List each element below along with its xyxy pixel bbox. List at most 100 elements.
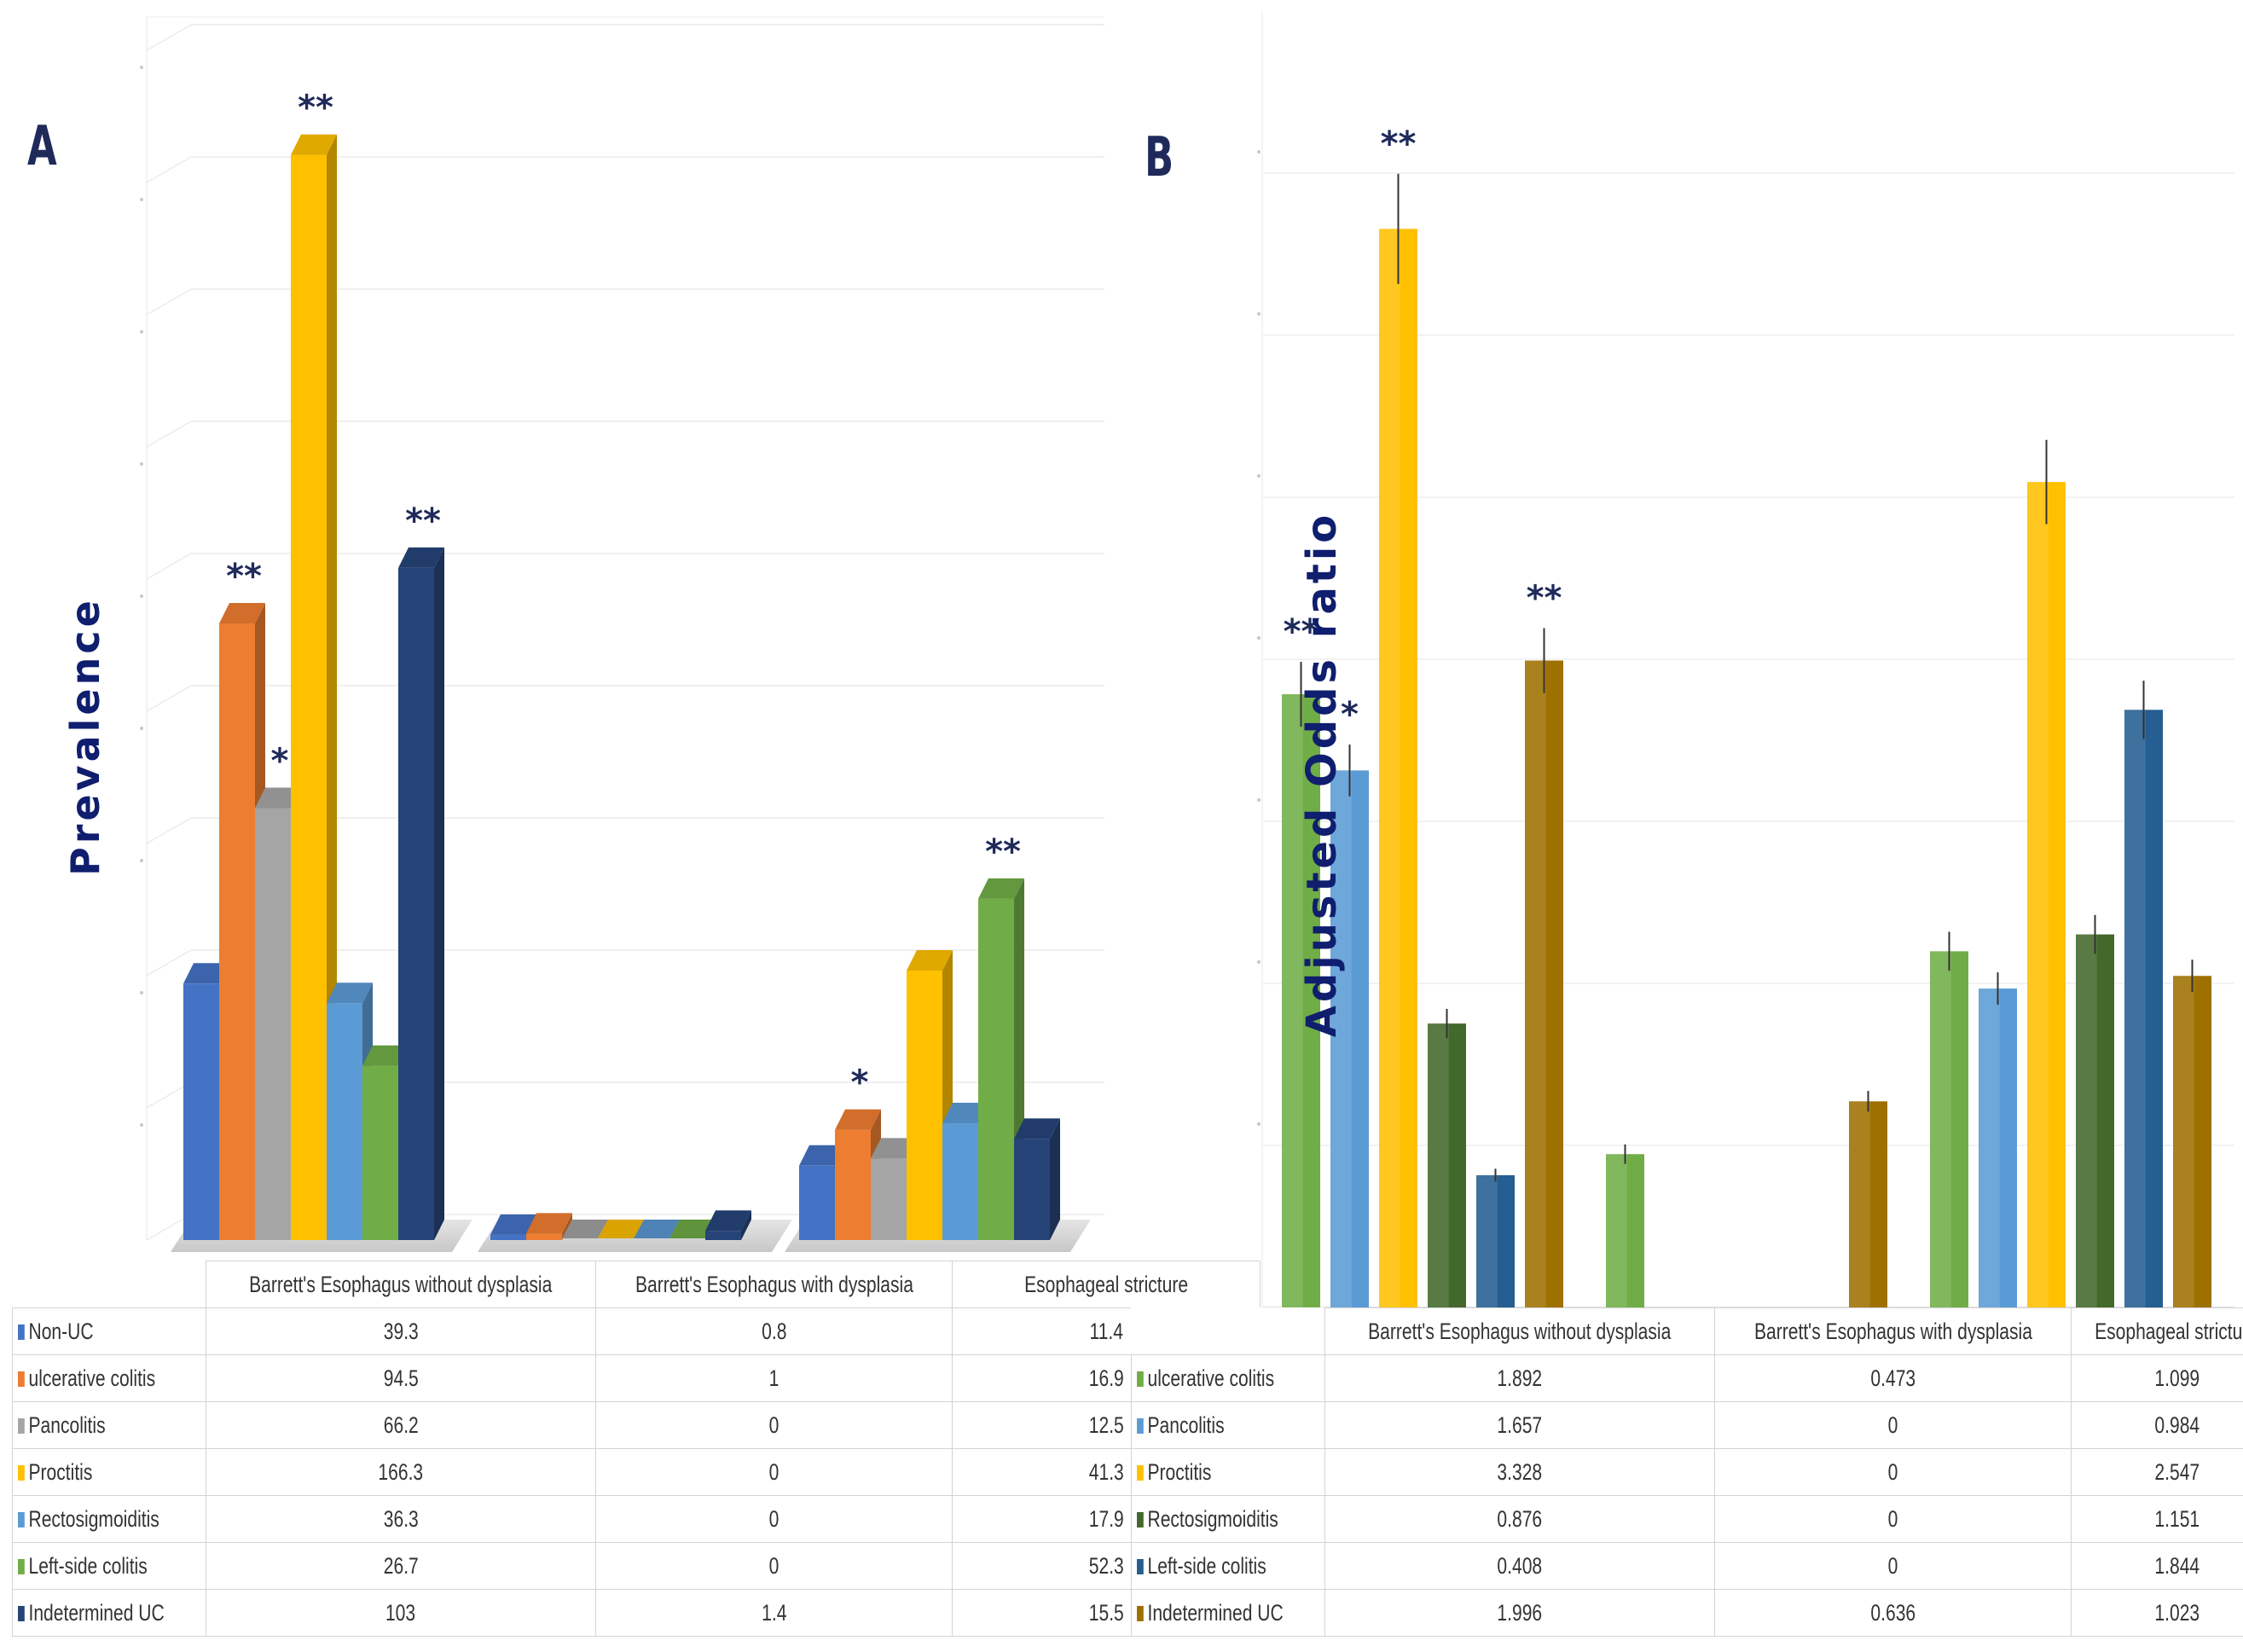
table-b-cell: 0.473 xyxy=(1713,1354,2072,1402)
chart-a-bar-ulcerative-colitis-2 xyxy=(526,1213,572,1240)
table-a-cell: 0 xyxy=(594,1401,953,1449)
chart-a-bar-indetermined-uc-3 xyxy=(1014,1118,1060,1240)
table-b-header-row: Barrett's Esophagus without dysplasia Bar… xyxy=(1132,1307,2243,1355)
table-a-column-header: Esophageal stricture xyxy=(952,1261,1261,1308)
chart-a-bar-left-side-colitis-2 xyxy=(669,1220,716,1238)
chart-a-y-tick xyxy=(140,462,143,466)
table-b-cell: 0.876 xyxy=(1324,1495,1715,1543)
table-b-column-header: Esophageal stricture xyxy=(2071,1307,2243,1355)
chart-b-bar-rectosigmoiditis-3 xyxy=(2076,934,2114,1307)
table-a-row-header: Left-side colitis xyxy=(11,1542,207,1590)
table-a-row: ulcerative colitis 94.5 1 16.9 xyxy=(11,1354,1261,1402)
chart-b-y-axis-label: Adjusted Odds ratio xyxy=(1298,511,1346,1038)
table-b-row-header: Indetermined UC xyxy=(1130,1589,1326,1637)
table-b-cell: 0 xyxy=(1713,1448,2072,1496)
table-a-row: Proctitis 166.3 0 41.3 xyxy=(11,1448,1261,1496)
table-a-row-header: Proctitis xyxy=(11,1448,207,1496)
table-b-row-header: ulcerative colitis xyxy=(1130,1354,1326,1402)
table-a-cell: 36.3 xyxy=(206,1495,596,1543)
table-b-cell: 1.892 xyxy=(1324,1354,1715,1402)
table-a-row: Pancolitis 66.2 0 12.5 xyxy=(11,1401,1261,1449)
chart-b-y-tick xyxy=(1257,798,1261,802)
table-b-cell: 0.984 xyxy=(2071,1401,2243,1449)
chart-a-significance-mark: ** xyxy=(405,501,441,541)
chart-b-bar-indetermined-uc-2 xyxy=(1849,1101,1887,1307)
table-a-cell: 103 xyxy=(206,1589,596,1637)
legend-swatch xyxy=(1137,1465,1144,1481)
table-a-cell: 0 xyxy=(594,1542,953,1590)
chart-a-gridline-side xyxy=(146,949,192,977)
table-b-cell: 1.657 xyxy=(1324,1401,1715,1449)
chart-b-y-tick xyxy=(1257,474,1261,478)
table-a-corner xyxy=(13,1261,206,1308)
table-a-cell: 166.3 xyxy=(206,1448,596,1496)
legend-label: Indetermined UC xyxy=(1147,1599,1284,1626)
legend-label: Proctitis xyxy=(28,1458,93,1485)
legend-swatch xyxy=(1137,1606,1144,1622)
legend-swatch xyxy=(18,1606,25,1622)
chart-a-bar-indetermined-uc-2 xyxy=(705,1210,751,1240)
chart-a-y-tick xyxy=(140,991,143,994)
table-b-cell: 1.151 xyxy=(2071,1495,2243,1543)
chart-b-bar-ulcerative-colitis-2 xyxy=(1606,1154,1644,1307)
chart-a-bar-pancolitis-2 xyxy=(562,1220,608,1238)
chart-a-y-tick xyxy=(140,198,143,201)
legend-label: ulcerative colitis xyxy=(28,1365,156,1391)
table-b-cell: 1.023 xyxy=(2071,1589,2243,1637)
legend-swatch xyxy=(1137,1559,1144,1575)
table-a-row: Non-UC 39.3 0.8 11.4 xyxy=(11,1307,1261,1355)
table-a-cell: 1 xyxy=(594,1354,953,1402)
legend-label: Non-UC xyxy=(28,1318,94,1344)
table-a-row-header: ulcerative colitis xyxy=(11,1354,207,1402)
chart-a-significance-mark: * xyxy=(851,1064,869,1103)
table-b-row-header: Proctitis xyxy=(1130,1448,1326,1496)
table-a-row: Rectosigmoiditis 36.3 0 17.9 xyxy=(11,1495,1261,1543)
table-a-cell: 0.8 xyxy=(594,1307,953,1355)
chart-a-bar-rectosigmoiditis-2 xyxy=(634,1220,680,1238)
table-a-cell: 0 xyxy=(594,1448,953,1496)
table-b-row: Pancolitis 1.657 0 0.984 xyxy=(1130,1401,2243,1449)
table-b-cell: 0 xyxy=(1713,1401,2072,1449)
chart-b-significance-mark: ** xyxy=(1284,612,1319,652)
chart-a-significance-mark: ** xyxy=(298,89,333,128)
table-b-row-header: Left-side colitis xyxy=(1130,1542,1326,1590)
chart-b-bar-ulcerative-colitis-1 xyxy=(1282,694,1320,1307)
legend-label: Left-side colitis xyxy=(1147,1552,1266,1579)
chart-b-bar-rectosigmoiditis-1 xyxy=(1428,1023,1466,1307)
chart-a-y-tick xyxy=(140,727,143,730)
chart-b-significance-mark: * xyxy=(1341,695,1359,734)
panel-a-letter: A xyxy=(27,115,57,178)
legend-swatch xyxy=(1137,1371,1144,1388)
table-b-cell: 0 xyxy=(1713,1495,2072,1543)
table-b-column-header: Barrett's Esophagus with dysplasia xyxy=(1713,1307,2072,1355)
chart-a-bar-proctitis-2 xyxy=(598,1220,644,1238)
chart-a-gridline-side xyxy=(146,156,192,183)
table-a-row: Indetermined UC 103 1.4 15.5 xyxy=(11,1589,1261,1637)
chart-b-bar-proctitis-1 xyxy=(1379,229,1417,1307)
chart-a-data-table: Barrett's Esophagus without dysplasia Bar… xyxy=(11,1261,1261,1637)
table-a-row: Left-side colitis 26.7 0 52.3 xyxy=(11,1542,1261,1590)
table-a-column-header: Barrett's Esophagus with dysplasia xyxy=(594,1261,953,1308)
table-a-cell: 39.3 xyxy=(206,1307,596,1355)
table-a-cell: 1.4 xyxy=(594,1589,953,1637)
chart-b-bar-left-side-colitis-1 xyxy=(1476,1174,1515,1307)
legend-swatch xyxy=(18,1418,25,1435)
chart-a-y-tick xyxy=(140,1123,143,1127)
table-b-row: Left-side colitis 0.408 0 1.844 xyxy=(1130,1542,2243,1590)
table-b-cell: 0.636 xyxy=(1713,1589,2072,1637)
legend-swatch xyxy=(18,1465,25,1481)
table-b-row: ulcerative colitis 1.892 0.473 1.099 xyxy=(1130,1354,2243,1402)
table-a-cell: 66.2 xyxy=(206,1401,596,1449)
table-b-row-header: Rectosigmoiditis xyxy=(1130,1495,1326,1543)
table-b-cell: 1.844 xyxy=(2071,1542,2243,1590)
table-b-row: Rectosigmoiditis 0.876 0 1.151 xyxy=(1130,1495,2243,1543)
chart-a-significance-mark: ** xyxy=(985,832,1021,872)
chart-a-y-tick xyxy=(140,66,143,69)
table-b-corner xyxy=(1132,1308,1325,1355)
chart-b-bar-proctitis-3 xyxy=(2027,482,2066,1307)
chart-b-bar-pancolitis-3 xyxy=(1979,988,2017,1307)
legend-label: Proctitis xyxy=(1147,1458,1212,1485)
chart-b-bar-ulcerative-colitis-3 xyxy=(1930,951,1968,1307)
chart-a-y-tick xyxy=(140,859,143,862)
chart-b-bar-left-side-colitis-3 xyxy=(2124,710,2163,1307)
